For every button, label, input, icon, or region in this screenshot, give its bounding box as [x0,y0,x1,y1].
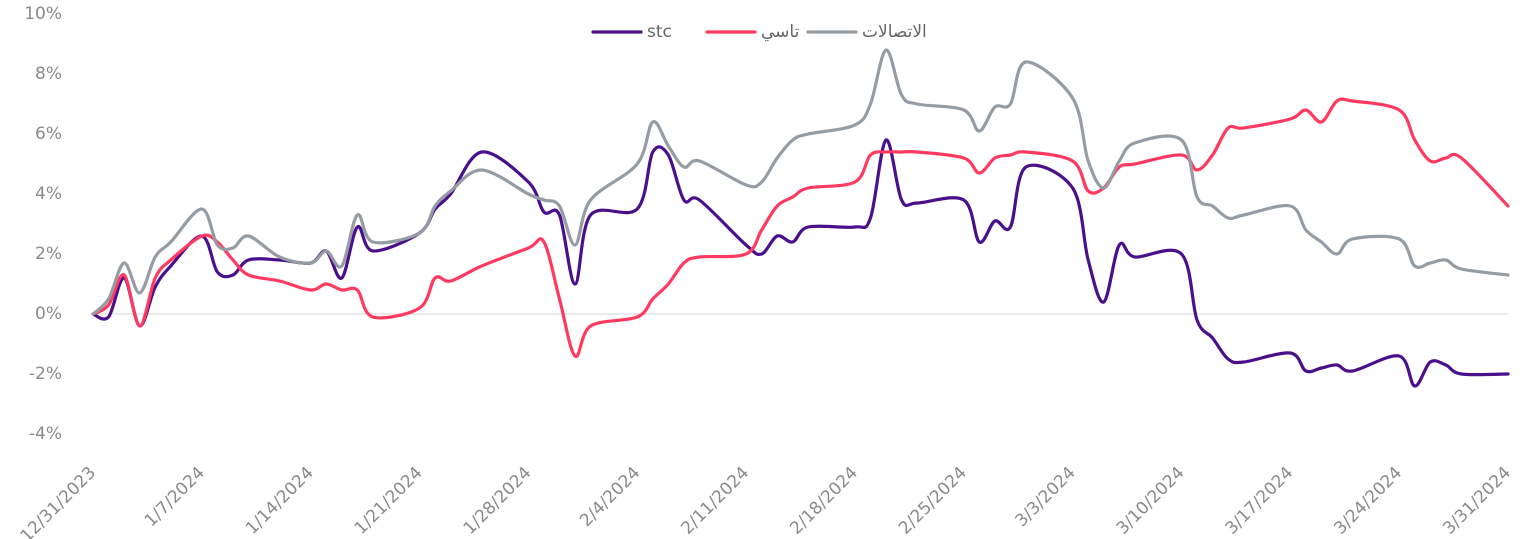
y-tick-label: 6% [35,124,62,144]
x-tick-label: 3/3/2024 [1012,463,1080,531]
y-tick-label: 2% [35,244,62,264]
x-tick-label: 2/25/2024 [895,463,971,539]
x-tick-label: 2/18/2024 [786,463,862,539]
x-tick-label: 3/24/2024 [1330,463,1406,539]
y-tick-label: -2% [29,364,62,384]
y-tick-label: 8% [35,64,62,84]
series-line [91,48,1510,316]
x-tick-label: 1/28/2024 [460,463,536,539]
x-tick-label: 1/21/2024 [351,463,427,539]
x-tick-label: 3/17/2024 [1222,463,1298,539]
y-tick-label: 0% [35,304,62,324]
x-tick-label: 3/10/2024 [1113,463,1189,539]
legend-label: stc [647,22,672,42]
x-tick-label: 2/11/2024 [677,463,753,539]
x-tick-label: 1/7/2024 [141,463,209,531]
x-tick-label: 2/4/2024 [576,463,644,531]
y-tick-label: 10% [24,4,62,24]
x-tick-label: 3/31/2024 [1439,463,1515,539]
y-tick-label: -4% [29,424,62,444]
y-tick-label: 4% [35,184,62,204]
x-tick-label: 12/31/2023 [17,463,100,539]
legend-label: تاسي [761,22,800,42]
legend-label: الاتصالات [862,22,927,42]
series-line [91,97,1510,358]
x-tick-label: 1/14/2024 [242,463,318,539]
